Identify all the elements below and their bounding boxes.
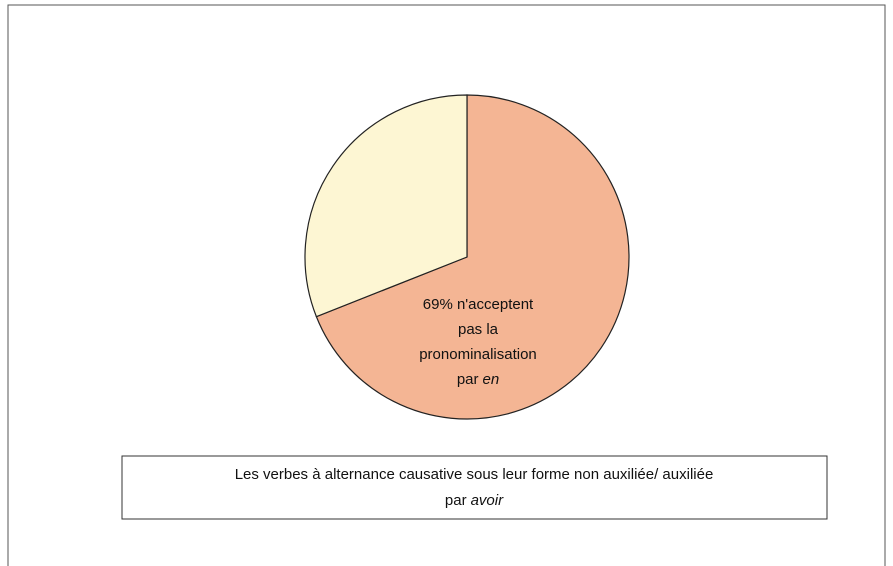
data-label-line: 69% n'acceptent xyxy=(423,296,534,313)
pie-slice xyxy=(315,94,630,420)
title-part: par xyxy=(445,492,467,509)
pie-slice xyxy=(304,94,468,318)
title-box xyxy=(121,455,828,520)
data-label-part: par xyxy=(457,371,479,388)
chart-title: Les verbes à alternance causative sous l… xyxy=(235,466,714,483)
data-label: 69% n'acceptent pas la pronominalisation… xyxy=(419,296,537,388)
data-label-line: pronominalisation xyxy=(419,346,537,363)
data-label-part: en xyxy=(483,371,500,388)
data-label-line: pas la xyxy=(458,321,499,338)
pie xyxy=(304,94,630,420)
chart-title: par avoir xyxy=(445,492,504,509)
title-part: avoir xyxy=(471,492,505,509)
data-label-line: par en xyxy=(457,371,499,388)
